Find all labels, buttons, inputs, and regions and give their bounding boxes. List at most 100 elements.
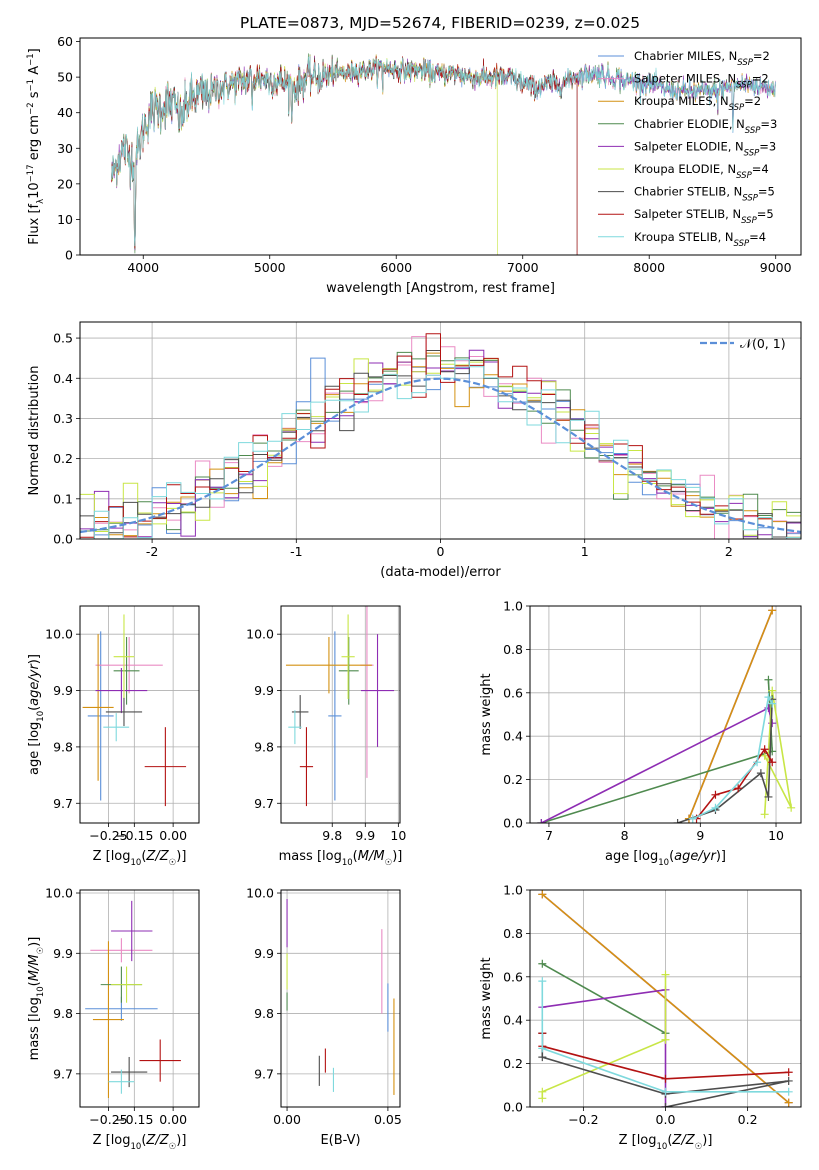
weight-marker-kroupa-stelib bbox=[538, 977, 547, 986]
y-tick-label: 0.5 bbox=[53, 331, 73, 346]
y-axis-label: mass weight bbox=[479, 957, 494, 1039]
x-axis-label: (data-model)/error bbox=[380, 565, 501, 580]
weight-marker-kroupa-elodie bbox=[661, 970, 670, 979]
y-tick-label: 9.7 bbox=[254, 796, 274, 811]
age-vs-Z-points bbox=[82, 614, 187, 807]
y-tick-label: 0.2 bbox=[53, 451, 73, 466]
y-tick-label: 9.7 bbox=[53, 1066, 73, 1081]
weight-marker-kroupa-elodie bbox=[768, 686, 777, 695]
legend-label-kroupa-miles: Kroupa MILES, NSSP=2 bbox=[634, 94, 761, 113]
y-tick-label: 0.0 bbox=[503, 816, 523, 831]
x-tick-label: 2 bbox=[725, 544, 733, 559]
y-tick-label: 1.0 bbox=[503, 883, 523, 898]
spectrum-panel: 4000 5000 6000 7000 8000 9000 0 10 20 30 40 50 60 wav… bbox=[26, 34, 802, 296]
y-axis-label: age [log10(age/yr)] bbox=[27, 654, 46, 775]
x-tick-label: −0.25 bbox=[89, 828, 127, 843]
weight-line-kroupa-elodie bbox=[763, 690, 792, 815]
weight-line-kroupa-stelib bbox=[541, 981, 789, 1093]
x-tick-label: 9 bbox=[696, 828, 704, 843]
x-tick-label: −0.2 bbox=[568, 1112, 598, 1127]
y-tick-label: 10 bbox=[57, 212, 73, 227]
weight-vs-Z-lines bbox=[538, 890, 793, 1107]
y-tick-label: 9.7 bbox=[254, 1066, 274, 1081]
x-tick-label: 9.8 bbox=[322, 828, 342, 843]
y-tick-label: 0.1 bbox=[53, 491, 73, 506]
x-tick-label: -1 bbox=[290, 544, 302, 559]
weight-marker-kroupa-miles bbox=[784, 1098, 793, 1107]
y-tick-label: 0.6 bbox=[503, 969, 523, 984]
x-axis-label: Z [log10(Z/Z☉)] bbox=[93, 849, 187, 868]
y-tick-label: 10.0 bbox=[246, 627, 274, 642]
weight-marker-kroupa-stelib bbox=[753, 758, 762, 767]
legend-label-salpeter-elodie: Salpeter ELODIE, NSSP=3 bbox=[634, 139, 776, 158]
axes-frame bbox=[79, 37, 802, 256]
y-tick-label: 0.2 bbox=[503, 772, 523, 787]
y-tick-label: 0 bbox=[65, 248, 73, 263]
x-tick-label: 8000 bbox=[633, 260, 665, 275]
weight-marker-kroupa-elodie bbox=[661, 1035, 670, 1044]
axes-frame bbox=[79, 605, 200, 824]
weight-marker-kroupa-elodie bbox=[787, 803, 796, 812]
y-tick-label: 60 bbox=[57, 34, 73, 49]
weight-marker-salpeter-stelib bbox=[760, 745, 769, 754]
x-tick-label: 0.05 bbox=[374, 1112, 402, 1127]
x-tick-label: 7 bbox=[545, 828, 553, 843]
normal-curve bbox=[80, 377, 801, 534]
weight-vs-age-lines bbox=[537, 606, 796, 823]
y-tick-label: 0.4 bbox=[503, 729, 523, 744]
x-tick-label: 0 bbox=[437, 544, 445, 559]
y-tick-label: 9.8 bbox=[254, 1006, 274, 1021]
y-axis-label: Normed distribution bbox=[27, 366, 42, 496]
x-tick-label: −0.15 bbox=[115, 1112, 153, 1127]
weight-marker-salpeter-stelib bbox=[661, 1074, 670, 1083]
weight-marker-chabrier-elodie bbox=[764, 675, 773, 684]
y-tick-label: 9.8 bbox=[254, 739, 274, 754]
y-axis-label: Flux [fλ10−17 erg cm−2 s−1 A−1] bbox=[26, 48, 46, 244]
x-tick-label: −0.15 bbox=[115, 828, 153, 843]
legend-normal-label: 𝒩(0, 1) bbox=[740, 336, 786, 351]
mass-vs-ebv-panel: 0.00 0.05 9.7 9.8 9.9 10.0 E(B-V) bbox=[246, 886, 402, 1148]
x-tick-label: 6000 bbox=[380, 260, 412, 275]
y-tick-label: 9.8 bbox=[53, 1006, 73, 1021]
y-tick-label: 0.4 bbox=[53, 371, 73, 386]
weight-marker-chabrier-stelib bbox=[756, 769, 765, 778]
histogram-kroupa-stelib bbox=[80, 359, 801, 539]
x-tick-label: 9.9 bbox=[355, 828, 375, 843]
y-tick-label: 0.0 bbox=[503, 1100, 523, 1115]
weight-marker-kroupa-elodie bbox=[760, 810, 769, 819]
y-tick-label: 50 bbox=[57, 70, 73, 85]
weight-marker-salpeter-elodie bbox=[537, 819, 546, 823]
weight-marker-chabrier-stelib bbox=[538, 1053, 547, 1062]
mass-vs-ebv-points bbox=[286, 899, 395, 1095]
mass-vs-Z-panel: −0.25−0.15 0.00 9.7 9.8 9.9 10.0 Z [log10(Z/Z☉… bbox=[27, 886, 200, 1152]
legend-label-salpeter-stelib: Salpeter STELIB, NSSP=5 bbox=[634, 207, 774, 226]
y-tick-label: 10.0 bbox=[45, 886, 73, 901]
legend-label-kroupa-stelib: Kroupa STELIB, NSSP=4 bbox=[634, 230, 766, 249]
spectrum-line-kroupa-stelib bbox=[111, 55, 776, 247]
y-tick-label: 9.9 bbox=[254, 946, 274, 961]
weight-vs-Z-panel: −0.2 0.0 0.2 0.0 0.2 0.4 0.6 0.8 1.0 Z [log10(Z/Z… bbox=[479, 883, 802, 1152]
y-tick-label: 9.9 bbox=[53, 683, 73, 698]
weight-marker-kroupa-stelib bbox=[768, 699, 777, 708]
y-tick-label: 30 bbox=[57, 141, 73, 156]
y-tick-label: 0.0 bbox=[53, 532, 73, 547]
y-tick-label: 20 bbox=[57, 176, 73, 191]
y-tick-label: 9.9 bbox=[254, 683, 274, 698]
axes-frame bbox=[280, 605, 401, 824]
weight-marker-kroupa-stelib bbox=[661, 1087, 670, 1096]
y-tick-label: 10.0 bbox=[246, 886, 274, 901]
y-tick-label: 0.3 bbox=[53, 411, 73, 426]
weight-marker-salpeter-stelib bbox=[784, 1068, 793, 1077]
y-axis-label: mass [log10(M/M☉)] bbox=[27, 937, 46, 1061]
age-vs-mass-panel: 9.8 9.9 10 9.7 9.8 9.9 10.0 mass [log10(M/M☉)] bbox=[246, 605, 406, 868]
x-axis-label: wavelength [Angstrom, rest frame] bbox=[326, 281, 555, 296]
x-tick-label: 8 bbox=[621, 828, 629, 843]
weight-line-kroupa-miles bbox=[688, 610, 773, 819]
age-vs-Z-panel: −0.25−0.15 0.00 9.7 9.8 9.9 10.0 Z [log10(Z/Z☉… bbox=[27, 605, 200, 868]
weight-marker-kroupa-stelib bbox=[688, 814, 697, 823]
y-tick-label: 10.0 bbox=[45, 627, 73, 642]
histogram-salpeter-stelib bbox=[80, 333, 801, 539]
x-tick-label: 0.0 bbox=[656, 1112, 676, 1127]
weight-marker-kroupa-stelib bbox=[711, 803, 720, 812]
